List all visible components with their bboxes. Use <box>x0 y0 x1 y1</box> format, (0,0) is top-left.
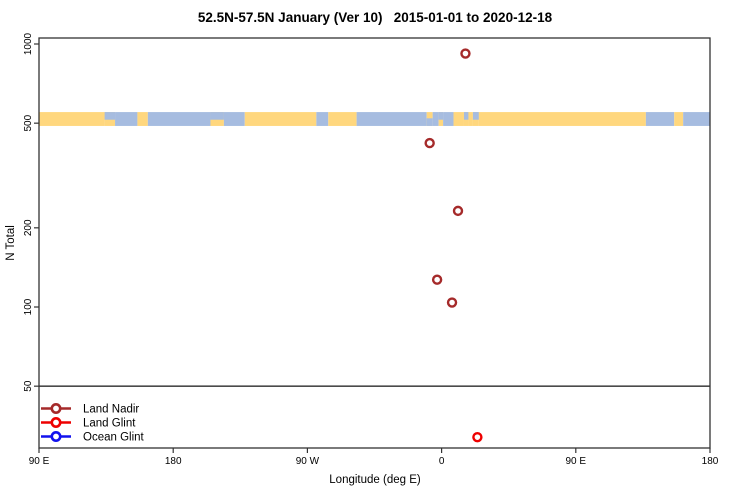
legend-label: Land Glint <box>83 418 136 430</box>
map-strip-land-segment <box>674 112 684 126</box>
map-strip-land-segment <box>137 112 148 126</box>
legend-symbol-point <box>50 402 62 414</box>
legend-symbol-point <box>50 430 62 442</box>
map-strip-ocean-segment <box>223 112 245 126</box>
legend-label: Land Nadir <box>83 404 139 416</box>
map-strip-land-segment <box>453 112 464 126</box>
map-strip-ocean-segment <box>438 112 444 120</box>
map-strip-ocean-segment <box>210 112 224 120</box>
y-tick-label: 100 <box>23 298 34 315</box>
x-tick-label: 90 E <box>29 456 50 467</box>
legend-label: Ocean Glint <box>83 432 145 444</box>
map-strip-ocean-segment <box>356 112 427 126</box>
data-point-land-nadir <box>452 205 464 217</box>
legend-symbol-point <box>50 416 62 428</box>
data-point-land-glint <box>472 431 483 443</box>
map-strip-ocean-segment <box>443 112 454 126</box>
map-strip-ocean-segment <box>463 112 469 120</box>
map-strip-ocean-segment <box>645 112 675 126</box>
y-tick-label: 50 <box>23 380 34 392</box>
chart-title: 52.5N-57.5N January (Ver 10) 2015-01-01 … <box>197 10 553 25</box>
data-point-land-nadir <box>446 297 458 308</box>
map-strip-ocean-segment <box>432 112 439 126</box>
map-strip-land-segment <box>244 112 317 126</box>
map-strip-land-segment <box>39 112 105 126</box>
plot-box <box>38 37 711 449</box>
data-point-land-nadir <box>460 48 471 59</box>
map-strip-land-segment <box>468 112 473 126</box>
y-tick-label: 1000 <box>23 32 34 55</box>
data-point-land-nadir <box>431 274 443 285</box>
map-strip-ocean-segment <box>472 112 479 120</box>
x-tick-label: 0 <box>439 456 445 467</box>
map-strip-ocean-segment <box>147 112 211 126</box>
x-axis-label: Longitude (deg E) <box>329 474 421 486</box>
x-tick-label: 180 <box>165 456 182 467</box>
map-strip-ocean-segment <box>426 118 433 126</box>
y-tick-label: 500 <box>23 114 34 131</box>
map-strip-ocean-segment <box>683 112 710 126</box>
map-strip-land-segment <box>478 112 646 126</box>
data-point-land-nadir <box>424 137 435 149</box>
x-tick-label: 90 W <box>296 456 320 467</box>
x-tick-label: 180 <box>702 456 719 467</box>
x-tick-label: 90 E <box>566 456 587 467</box>
map-strip-land-segment <box>328 112 357 126</box>
map-strip-ocean-segment <box>104 112 116 120</box>
y-tick-label: 200 <box>23 219 34 236</box>
map-strip-ocean-segment <box>115 112 138 126</box>
map-strip-ocean-segment <box>316 112 329 126</box>
